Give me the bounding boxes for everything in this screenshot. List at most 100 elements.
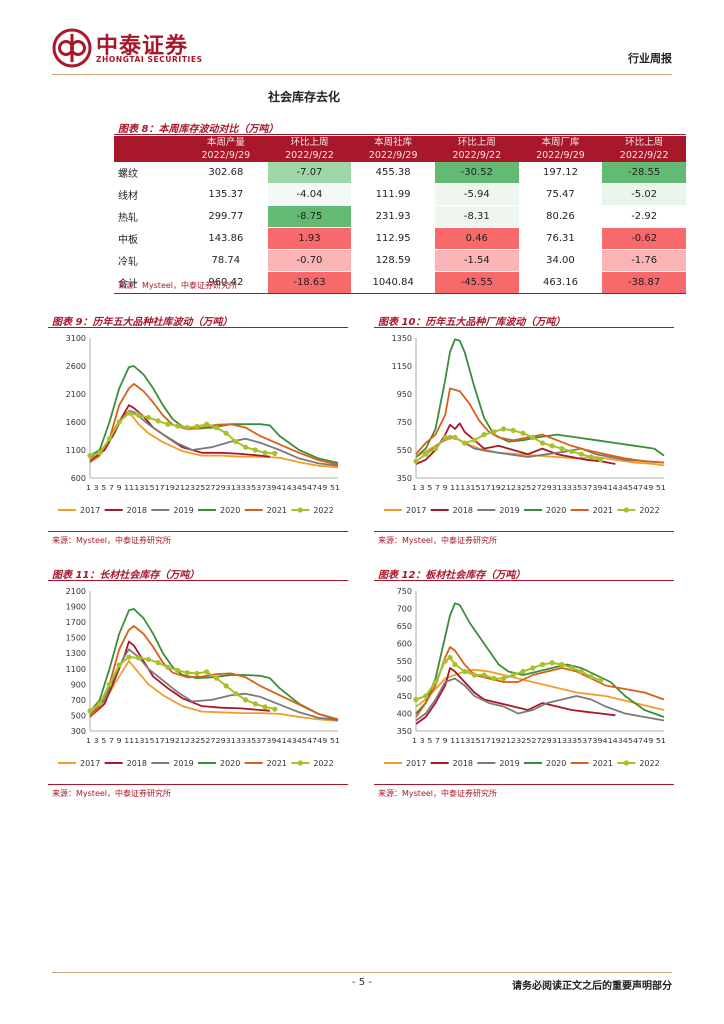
y-tick-label: 700 [397,605,412,614]
table-cell: -7.07 [267,162,352,184]
table-cell: 197.12 [518,162,603,184]
data-point-2022 [116,662,122,668]
row-label: 中板 [114,227,184,250]
data-point-2022 [442,658,448,664]
table-cell: 231.93 [351,205,435,228]
data-point-2022 [598,457,604,463]
legend-label-2020: 2020 [546,506,566,515]
data-point-2022 [423,451,429,457]
brand-name-cn: 中泰证券 [96,34,189,59]
data-point-2022 [530,434,536,440]
report-type: 行业周报 [628,52,672,65]
table-cell: 455.38 [351,162,435,184]
y-tick-label: 600 [71,474,86,483]
y-tick-label: 1700 [66,618,86,627]
data-point-2022 [272,450,278,456]
table-row: 冷轧 78.74 -0.70 128.59 -1.54 34.00 -1.76 [114,249,686,272]
table-cell: 76.31 [518,227,603,250]
legend-label-2022: 2022 [639,506,659,515]
series-line-2017 [89,660,339,722]
data-point-2022 [165,664,171,670]
legend-label-2022: 2022 [313,759,333,768]
data-point-2022 [194,423,200,430]
data-point-2022 [213,675,220,681]
table-header-cell: 环比上周 [434,136,519,149]
series-line-2019 [89,409,339,467]
y-tick-label: 550 [397,446,412,455]
y-tick-label: 750 [397,418,412,427]
data-point-2022 [87,453,93,459]
data-point-2022 [145,656,151,663]
data-point-2022 [413,458,419,464]
table-cell: -4.04 [267,183,352,206]
chart-12-title: 图表 12：板材社会库存（万吨） [378,570,526,581]
x-tick-labels: 1 3 5 7 9 111315171921232527293133353739… [412,483,666,492]
data-point-2022 [510,672,516,678]
data-point-2022 [97,701,103,707]
data-point-2022 [165,421,171,427]
table-row: 中板 143.86 1.93 112.95 0.46 76.31 -0.62 [114,227,686,250]
table-cell: 463.16 [518,271,603,294]
data-point-2022 [233,439,239,445]
table-header-cell [114,149,184,162]
legend-label-2017: 2017 [406,759,426,768]
data-point-2022 [126,654,132,660]
data-point-2022 [569,665,575,671]
table-header-cell: 2022/9/29 [351,149,435,162]
table-cell: -30.52 [434,162,519,184]
data-point-2022 [272,706,278,712]
table-cell: 960.42 [184,271,268,294]
table-row: 热轧 299.77 -8.75 231.93 -8.31 80.26 -2.92 [114,205,686,228]
data-point-2022 [452,661,458,668]
chart-9-title: 图表 9：历年五大品种社库波动（万吨） [52,317,233,328]
table-cell: 34.00 [518,249,603,272]
data-point-2022 [549,443,555,449]
table-cell: -5.02 [602,183,686,206]
table-source: 来源：Mysteel，中泰证券研究所 [118,281,238,290]
table-cell: 111.99 [351,183,435,206]
y-tick-label: 400 [397,710,412,719]
data-point-2022 [126,410,132,416]
table-cell: -0.70 [267,249,352,272]
data-point-2022 [116,419,122,425]
data-point-2022 [520,668,526,675]
series-line-2021 [415,387,665,464]
data-point-2022 [233,691,239,697]
data-point-2022 [500,675,507,682]
data-point-2022 [539,440,546,446]
data-point-2022 [559,661,565,668]
table-row: 线材 135.37 -4.04 111.99 -5.94 75.47 -5.02 [114,183,686,206]
table-cell: -1.76 [602,249,686,272]
data-point-2022 [252,701,258,707]
data-point-2022 [204,421,210,427]
legend-label-2019: 2019 [173,759,193,768]
y-tick-label: 1600 [66,418,86,427]
chart-12-source: 来源：Mysteel，中泰证券研究所 [378,789,498,798]
table-header-cell: 环比上周 [602,136,686,149]
table-header-cell: 2022/9/22 [434,149,519,162]
table-cell: -8.31 [434,205,519,228]
chart-11-bottom-rule [48,784,348,785]
y-tick-label: 2100 [66,587,86,596]
table-cell: -45.55 [434,271,519,294]
data-point-2022 [194,670,200,677]
company-logo: 中泰证券 ZHONGTAI SECURITIES [52,28,222,70]
row-label: 冷轧 [114,249,184,272]
table-cell: 1040.84 [351,271,435,294]
table-cell: 302.68 [184,162,268,184]
series-line-2018 [415,422,616,465]
y-tick-label: 750 [397,587,412,596]
y-tick-label: 2100 [66,390,86,399]
data-point-2022 [184,425,190,431]
section-title: 社会库存去化 [268,90,341,104]
data-point-2022 [223,430,229,436]
y-tick-label: 900 [71,680,86,689]
data-point-2022 [97,450,103,456]
legend-marker-2022 [623,507,629,513]
series-line-2018 [89,640,270,718]
x-tick-labels: 1 3 5 7 9 111315171921232527293133353739… [412,736,666,745]
data-point-2022 [530,665,536,671]
y-tick-label: 500 [71,711,86,720]
logo-mark-icon [52,28,92,68]
y-tick-label: 1500 [66,634,86,643]
